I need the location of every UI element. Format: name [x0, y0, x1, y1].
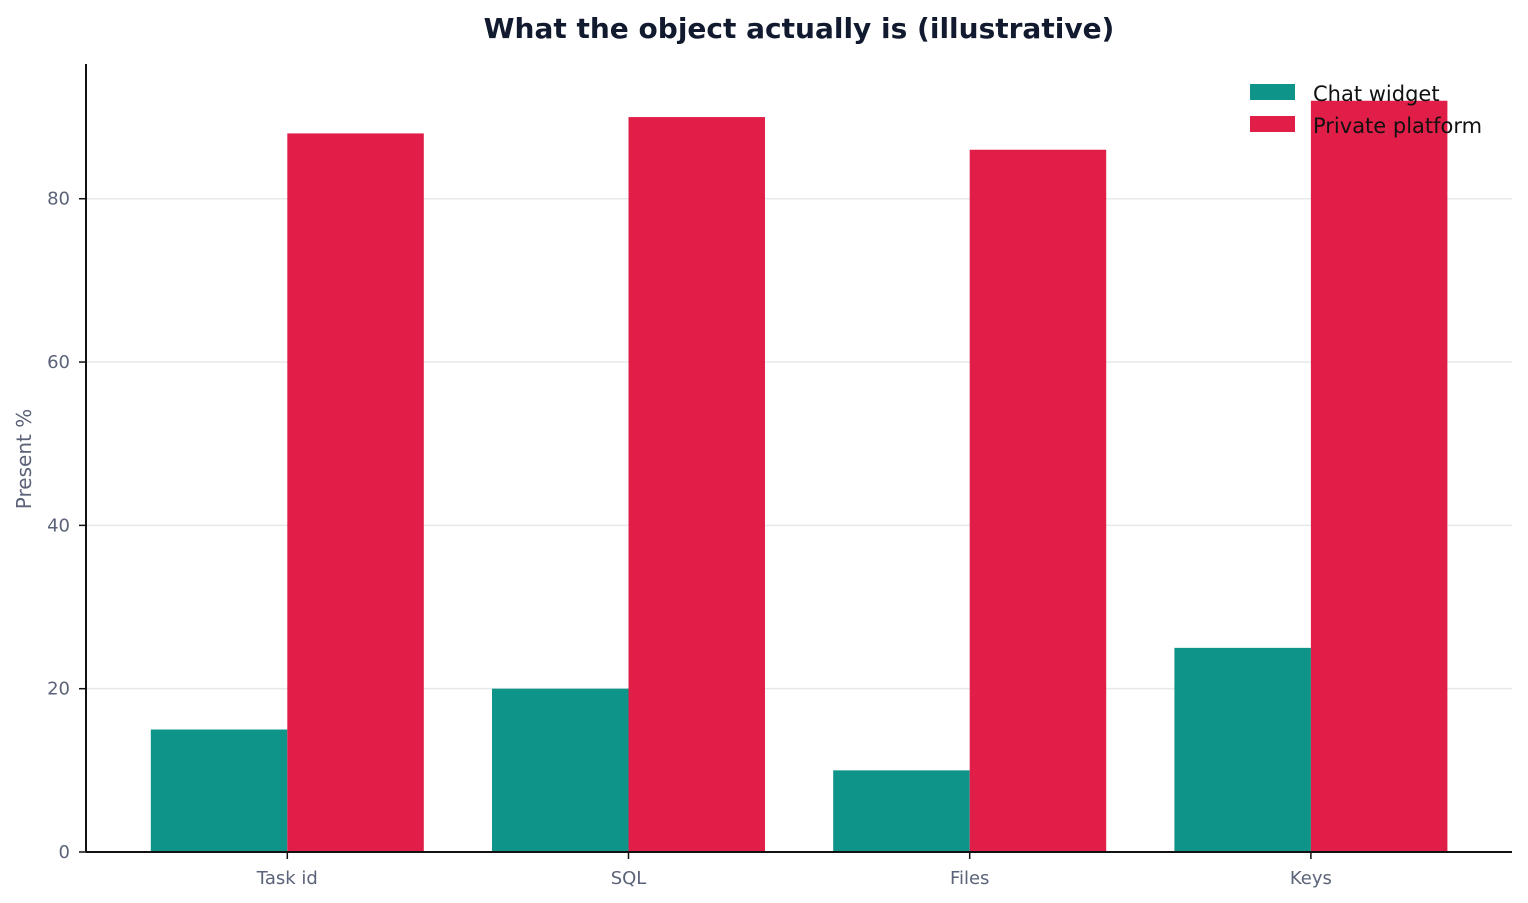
legend: Chat widget Private platform: [1250, 82, 1482, 138]
bar-private-platform-sql: [628, 117, 765, 853]
axes: 0 20 40 60 80 Task id SQL Files Keys: [47, 64, 1512, 889]
bar-chat-widget-files: [833, 770, 970, 852]
y-tick-label: 0: [59, 842, 70, 863]
bar-private-platform-keys: [1310, 100, 1448, 853]
bar-chat-widget-sql: [492, 688, 629, 852]
bar-chat-widget-task-id: [150, 729, 288, 852]
y-tick-label: 80: [47, 189, 70, 210]
bar-chat-widget-keys: [1174, 647, 1311, 852]
y-tick-label: 40: [47, 515, 70, 536]
bar-private-platform-files: [969, 149, 1107, 852]
bar-private-platform-task-id: [287, 133, 424, 853]
legend-swatch: [1250, 116, 1295, 132]
legend-label: Private platform: [1313, 114, 1482, 138]
y-tick-label: 20: [47, 679, 70, 700]
bars: [150, 100, 1448, 853]
legend-swatch: [1250, 84, 1295, 100]
x-tick-label: Task id: [256, 868, 318, 889]
legend-label: Chat widget: [1313, 82, 1440, 106]
chart-title: What the object actually is (illustrativ…: [484, 12, 1115, 45]
x-tick-label: Keys: [1290, 868, 1332, 889]
x-tick-label: Files: [950, 868, 990, 889]
y-axis-label: Present %: [12, 409, 36, 509]
x-tick-label: SQL: [611, 868, 647, 889]
y-tick-label: 60: [47, 352, 70, 373]
